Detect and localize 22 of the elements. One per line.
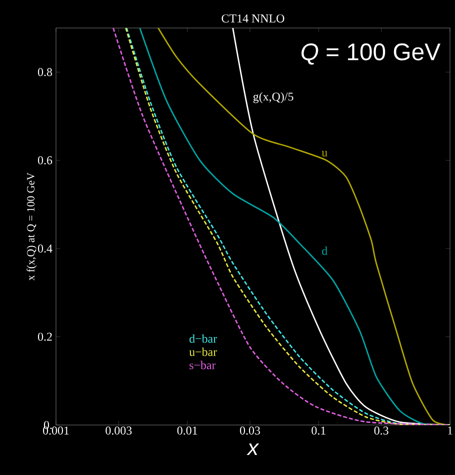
y-tick-label: 0.6 — [38, 156, 52, 164]
y-tick-label: 0.4 — [38, 244, 52, 253]
y-tick-label: 0. — [44, 420, 52, 430]
x-tick-label: 0.3 — [374, 426, 388, 435]
series-label: g(x,Q)/5 — [253, 92, 294, 104]
x-tick-label: 0.001 — [43, 426, 69, 435]
y-tick-label: 0.2 — [38, 332, 52, 341]
x-tick-label: 0.03 — [240, 426, 260, 435]
x-tick-label: 1 — [448, 426, 452, 434]
text: d−bar — [190, 334, 217, 343]
text: s−bar — [190, 360, 216, 370]
y-tick-label: 0.8 — [38, 68, 52, 76]
x-axis-title: x — [246, 443, 260, 456]
series-label: d — [322, 246, 328, 255]
series-label: u — [322, 150, 328, 157]
annotation: Q = 100 GeV — [302, 43, 440, 65]
x-tick-label: 0.1 — [312, 426, 326, 435]
x-tick-label: 0.01 — [177, 426, 198, 435]
text: u−bar — [189, 348, 217, 356]
x-tick-label: 0.003 — [106, 426, 132, 435]
chart-title: CT14 NNLO — [222, 14, 284, 22]
y-axis-title: x f(x,Q) at Q = 100 GeV — [26, 172, 37, 280]
